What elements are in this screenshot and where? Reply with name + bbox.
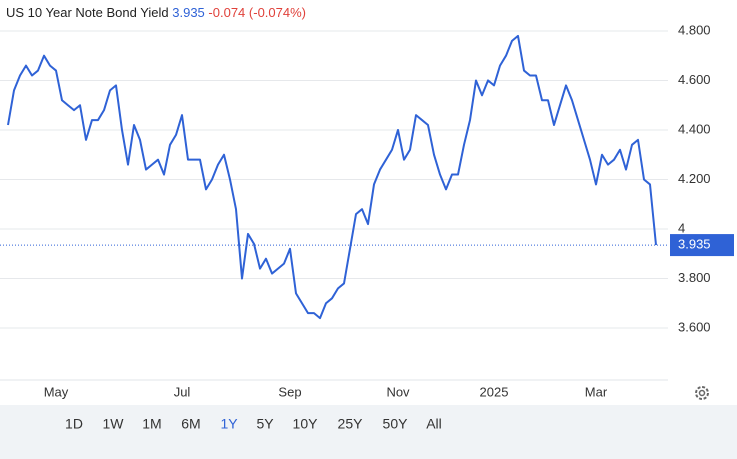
range-button[interactable]: 25Y xyxy=(338,416,364,432)
y-tick-label: 4.600 xyxy=(678,72,711,87)
last-value-label: 3.935 xyxy=(678,237,711,252)
header: US 10 Year Note Bond Yield 3.935 -0.074 … xyxy=(6,5,306,20)
y-tick-label: 3.600 xyxy=(678,319,711,334)
y-tick-label: 4 xyxy=(678,220,685,235)
range-button[interactable]: 1Y xyxy=(220,416,238,432)
y-tick-label: 4.200 xyxy=(678,171,711,186)
x-tick-label: Nov xyxy=(386,384,410,399)
range-button[interactable]: 1D xyxy=(65,416,83,432)
y-tick-label: 4.400 xyxy=(678,121,711,136)
yield-line xyxy=(7,34,657,320)
settings-icon[interactable] xyxy=(695,386,709,400)
x-tick-label: Mar xyxy=(585,384,608,399)
range-button[interactable]: 50Y xyxy=(383,416,409,432)
range-button[interactable]: 10Y xyxy=(293,416,319,432)
last-value: 3.935 xyxy=(172,5,205,20)
x-tick-label: 2025 xyxy=(480,384,509,399)
range-button[interactable]: 6M xyxy=(181,416,200,432)
range-button[interactable]: 1M xyxy=(142,416,161,432)
y-tick-label: 4.800 xyxy=(678,22,711,37)
change: -0.074 xyxy=(208,5,246,20)
range-button[interactable]: All xyxy=(426,416,442,432)
range-button[interactable]: 1W xyxy=(103,416,125,432)
last-value-box xyxy=(670,234,734,257)
x-tick-label: Jul xyxy=(174,384,191,399)
range-button[interactable]: 5Y xyxy=(256,416,274,432)
chart-title: US 10 Year Note Bond Yield xyxy=(6,5,169,20)
x-tick-label: May xyxy=(44,384,69,399)
range-bar xyxy=(0,405,737,459)
x-tick-label: Sep xyxy=(278,384,301,399)
change-percent: (-0.074%) xyxy=(248,5,306,20)
y-tick-label: 3.800 xyxy=(678,270,711,285)
